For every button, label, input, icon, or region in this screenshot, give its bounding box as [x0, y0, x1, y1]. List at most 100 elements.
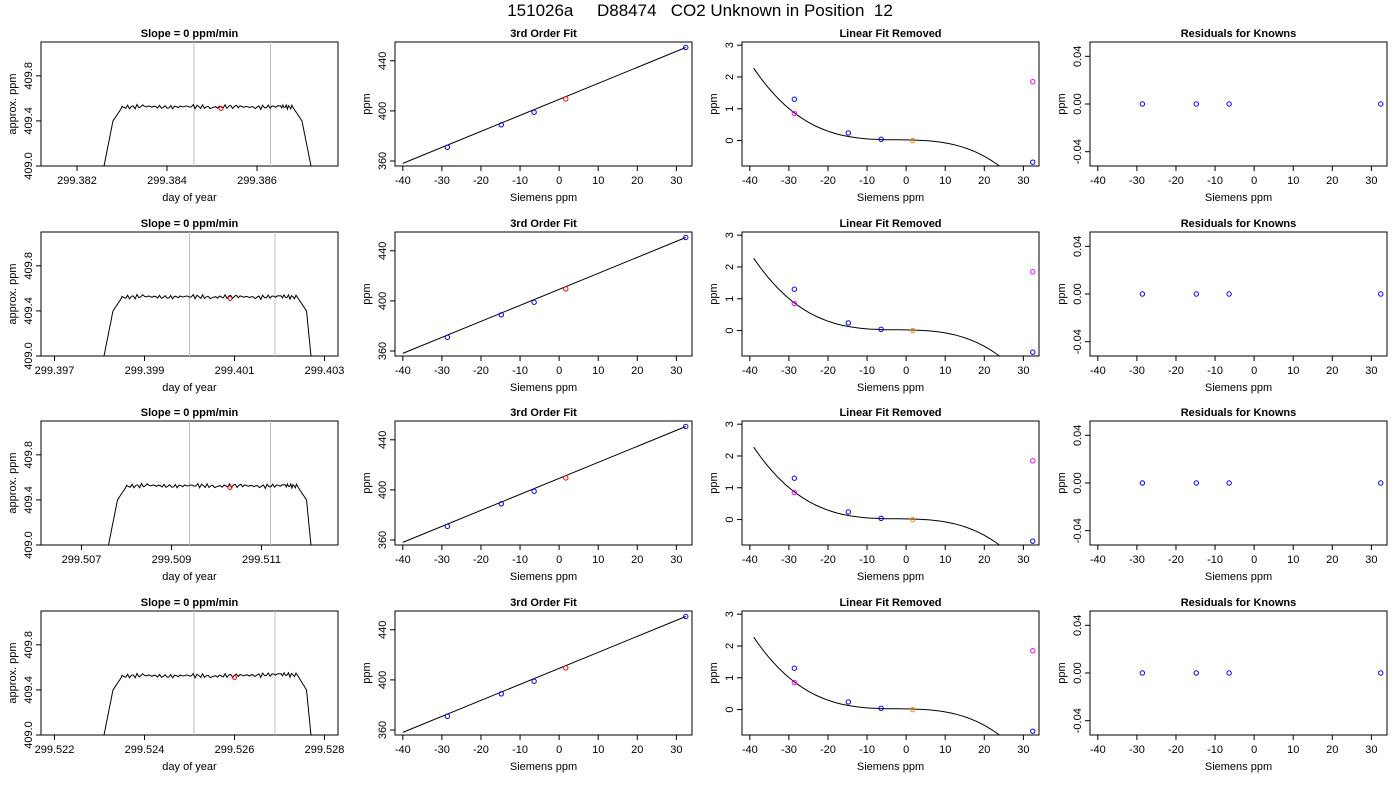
x-tick-label: -20 — [1168, 744, 1184, 756]
x-tick-label: 299.384 — [147, 175, 187, 187]
panel-title: 3rd Order Fit — [510, 597, 577, 609]
y-tick-label: 409.8 — [23, 441, 35, 469]
panel-title: Residuals for Knowns — [1181, 597, 1297, 609]
panel-title: Slope = 0 ppm/min — [141, 407, 239, 419]
x-tick-label: 299.386 — [237, 175, 277, 187]
panel-title: 3rd Order Fit — [510, 28, 577, 40]
x-tick-label: -10 — [859, 744, 875, 756]
panel-title: Slope = 0 ppm/min — [141, 28, 239, 40]
x-tick-label: 299.382 — [57, 175, 97, 187]
plot-frame — [1089, 610, 1388, 736]
panel-residuals: Residuals for Knowns -40 -30 -20 -10 0 10 20 30 -… — [1056, 407, 1388, 583]
panel-title: 3rd Order Fit — [510, 218, 577, 230]
x-tick-label: 20 — [978, 554, 990, 566]
panel-fit: 3rd Order Fit -40 -30 -20 -10 0 10 20 30 360 400 44… — [361, 218, 693, 394]
y-tick-label: 0 — [724, 328, 736, 334]
concentration-trace — [103, 293, 312, 356]
y-tick-label: 3 — [724, 42, 736, 48]
known-point — [845, 699, 851, 705]
residual-point — [1378, 480, 1384, 486]
x-tick-label: 0 — [903, 365, 909, 377]
linear-residual-point — [1030, 458, 1036, 464]
y-tick-label: 440 — [377, 431, 389, 449]
unknown-point — [563, 96, 569, 102]
x-tick-label: 10 — [939, 554, 951, 566]
x-tick-label: 30 — [1365, 554, 1377, 566]
unknown-point — [910, 516, 916, 523]
residual-point — [1378, 291, 1384, 297]
x-tick-label: 10 — [1287, 744, 1299, 756]
linear-residual-point — [791, 489, 798, 496]
x-tick-label: -10 — [1207, 365, 1223, 377]
x-tick-label: 20 — [1326, 554, 1338, 566]
x-tick-label: -30 — [781, 554, 797, 566]
x-tick-label: 299.397 — [35, 365, 75, 377]
linear-residual-point — [791, 110, 798, 117]
known-point — [683, 234, 689, 241]
linear-residual-point — [1030, 269, 1036, 275]
panel-title: Linear Fit Removed — [839, 218, 941, 230]
y-tick-label: 360 — [377, 721, 389, 739]
x-tick-label: 299.526 — [215, 744, 255, 756]
x-tick-label: 0 — [903, 175, 909, 187]
x-tick-label: -30 — [434, 365, 450, 377]
panel-title: Residuals for Knowns — [1181, 218, 1297, 230]
residual-point — [1139, 480, 1146, 486]
x-tick-label: -10 — [512, 744, 528, 756]
y-tick-label: 3 — [724, 232, 736, 238]
x-tick-label: 299.528 — [305, 744, 345, 756]
linear-residual-point — [1030, 79, 1036, 85]
x-tick-label: 30 — [1365, 744, 1377, 756]
fit-line — [402, 426, 686, 543]
y-tick-label: 409.0 — [23, 721, 35, 749]
panel-time: Slope = 0 ppm/min 299.397 299.399 299.401 29… — [7, 218, 344, 394]
known-point — [683, 613, 689, 620]
plot-area — [753, 67, 1036, 166]
y-axis-label: ppm — [1056, 93, 1068, 114]
x-tick-label: 10 — [592, 365, 604, 377]
known-point — [531, 488, 537, 494]
panel-linear_removed: Linear Fit Removed -40 -30 -20 -10 0 10 20 30 0 1 2… — [708, 28, 1040, 204]
y-tick-label: 2 — [724, 643, 736, 649]
unknown-point — [910, 327, 916, 334]
known-point — [498, 691, 504, 697]
linear-residual-point — [791, 300, 798, 307]
y-axis-label: ppm — [1056, 283, 1068, 304]
y-tick-label: 0.04 — [1072, 615, 1084, 636]
x-axis-label: day of year — [162, 761, 217, 773]
x-tick-label: -40 — [1090, 365, 1106, 377]
x-tick-label: 20 — [978, 744, 990, 756]
y-tick-label: 440 — [377, 242, 389, 260]
known-point — [845, 320, 851, 326]
x-tick-label: -40 — [1090, 175, 1106, 187]
known-point — [531, 299, 537, 305]
plot-area — [1139, 670, 1384, 676]
known-point — [444, 334, 451, 341]
y-tick-label: 0 — [724, 707, 736, 713]
known-point — [1030, 538, 1036, 544]
x-tick-label: 0 — [556, 365, 562, 377]
panel-residuals: Residuals for Knowns -40 -30 -20 -10 0 10 20 30 -… — [1056, 28, 1388, 204]
x-tick-label: -30 — [781, 175, 797, 187]
panel-title: Residuals for Knowns — [1181, 28, 1297, 40]
x-tick-label: -20 — [820, 175, 836, 187]
y-tick-label: 409.0 — [23, 152, 35, 180]
known-point — [498, 501, 504, 507]
x-tick-label: 10 — [592, 554, 604, 566]
x-tick-label: -10 — [859, 365, 875, 377]
residual-point — [1226, 101, 1232, 107]
x-tick-label: -10 — [1207, 554, 1223, 566]
residual-point — [1193, 291, 1199, 297]
y-tick-label: 360 — [377, 342, 389, 360]
residual-point — [1378, 670, 1384, 676]
x-axis-label: Siemens ppm — [857, 761, 924, 773]
known-point — [845, 130, 851, 136]
known-point — [791, 475, 798, 481]
y-axis-label: ppm — [708, 283, 720, 304]
x-tick-label: -10 — [859, 175, 875, 187]
x-tick-label: 10 — [939, 175, 951, 187]
known-point — [444, 144, 451, 151]
x-tick-label: -30 — [434, 554, 450, 566]
known-point — [791, 96, 798, 102]
known-point — [1030, 159, 1036, 165]
